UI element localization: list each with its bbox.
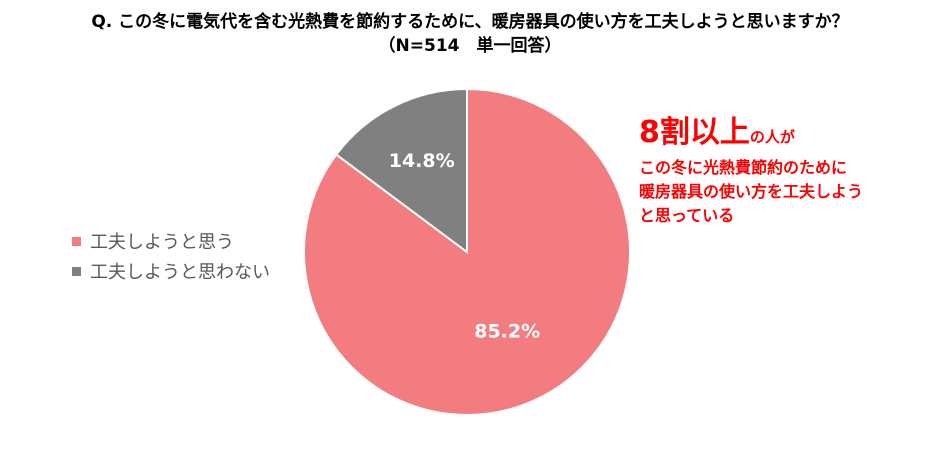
callout-line-2: 暖房器具の使い方を工夫しよう [639, 182, 864, 201]
legend-label-not-think: 工夫しようと思わない [90, 262, 270, 283]
title-question: Q. この冬に電気代を含む光熱費を節約するために、暖房器具の使い方を工夫しようと… [91, 12, 849, 32]
callout-small-text: の人が [749, 128, 795, 146]
callout-headline: 8割以上の人が [639, 114, 863, 156]
legend-item-not-think: 工夫しようと思わない [72, 256, 270, 286]
slice-label-think: 85.2% [474, 321, 540, 343]
callout-big-text: 8割以上 [639, 115, 750, 150]
callout-line-3: と思っている [639, 206, 735, 225]
legend: 工夫しようと思う 工夫しようと思わない [72, 226, 270, 286]
title-sample-note: （N=514 単一回答） [378, 36, 562, 56]
pie-slice-not-think [334, 87, 468, 254]
legend-swatch-not-think [72, 266, 81, 276]
slice-label-not-think: 14.8% [389, 150, 455, 172]
callout-body: この冬に光熱費節約のために 暖房器具の使い方を工夫しよう と思っている [639, 156, 863, 228]
callout-line-1: この冬に光熱費節約のために [639, 158, 848, 177]
chart-title: Q. この冬に電気代を含む光熱費を節約するために、暖房器具の使い方を工夫しようと… [0, 10, 940, 58]
legend-label-think: 工夫しようと思う [90, 232, 234, 253]
legend-swatch-think [72, 236, 81, 246]
callout-annotation: 8割以上の人が この冬に光熱費節約のために 暖房器具の使い方を工夫しよう と思っ… [639, 114, 863, 228]
legend-item-think: 工夫しようと思う [72, 226, 270, 256]
